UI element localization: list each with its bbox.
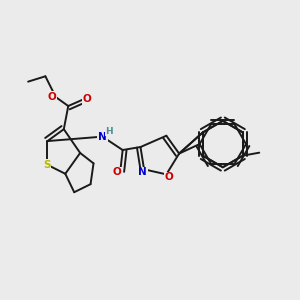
- Text: S: S: [43, 160, 50, 170]
- Text: H: H: [105, 127, 113, 136]
- Text: O: O: [164, 172, 173, 182]
- Text: O: O: [82, 94, 91, 104]
- Text: O: O: [48, 92, 57, 102]
- Text: N: N: [98, 132, 107, 142]
- Text: O: O: [112, 167, 121, 177]
- Text: N: N: [138, 167, 147, 177]
